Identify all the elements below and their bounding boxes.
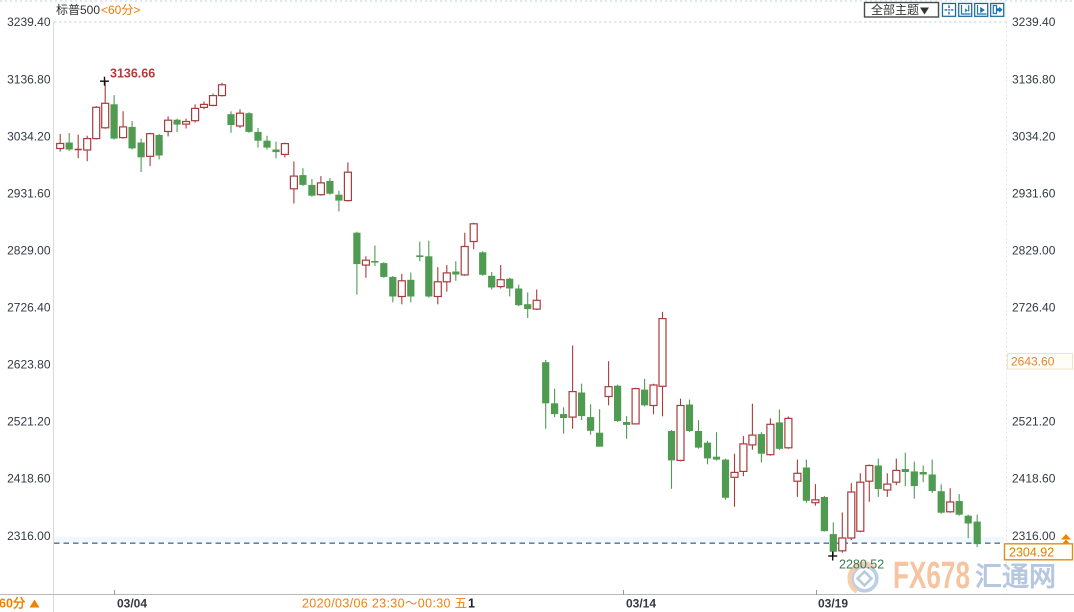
svg-text:2020/03/06 23:30～00:30 五: 2020/03/06 23:30～00:30 五 — [302, 597, 467, 611]
svg-text:2829.00: 2829.00 — [1012, 244, 1056, 258]
svg-text:3034.20: 3034.20 — [1012, 129, 1056, 143]
svg-text:3136.80: 3136.80 — [1012, 72, 1056, 86]
svg-text:汇通网: 汇通网 — [975, 562, 1056, 592]
svg-text:2931.60: 2931.60 — [1012, 186, 1056, 200]
svg-text:2726.40: 2726.40 — [7, 301, 51, 315]
svg-text:2643.60: 2643.60 — [1011, 355, 1055, 369]
svg-text:FX678: FX678 — [893, 555, 970, 597]
svg-text:2304.92: 2304.92 — [1009, 545, 1054, 559]
svg-text:2418.60: 2418.60 — [1012, 472, 1056, 486]
svg-text:2280.52: 2280.52 — [839, 558, 884, 572]
svg-text:3239.40: 3239.40 — [1012, 15, 1056, 29]
svg-text:<60分>: <60分> — [101, 3, 140, 17]
svg-text:2726.40: 2726.40 — [1012, 301, 1056, 315]
svg-text:3034.20: 3034.20 — [7, 129, 51, 143]
svg-text:2521.20: 2521.20 — [1012, 415, 1056, 429]
svg-text:3136.66: 3136.66 — [110, 67, 155, 81]
svg-text:标普500: 标普500 — [56, 3, 100, 17]
svg-text:2931.60: 2931.60 — [7, 186, 51, 200]
svg-text:3136.80: 3136.80 — [7, 72, 51, 86]
svg-text:2316.00: 2316.00 — [7, 529, 51, 543]
svg-text:60分: 60分 — [0, 596, 26, 611]
svg-text:2623.80: 2623.80 — [7, 358, 51, 372]
svg-text:2418.60: 2418.60 — [7, 472, 51, 486]
svg-text:03/04: 03/04 — [117, 597, 147, 611]
svg-text:1: 1 — [468, 597, 475, 611]
svg-text:03/19: 03/19 — [818, 597, 848, 611]
svg-text:3239.40: 3239.40 — [7, 15, 51, 29]
svg-text:03/14: 03/14 — [626, 597, 656, 611]
svg-text:2829.00: 2829.00 — [7, 244, 51, 258]
svg-text:2521.20: 2521.20 — [7, 415, 51, 429]
svg-text:全部主题: 全部主题 — [871, 2, 919, 17]
svg-text:2316.00: 2316.00 — [1012, 529, 1056, 543]
